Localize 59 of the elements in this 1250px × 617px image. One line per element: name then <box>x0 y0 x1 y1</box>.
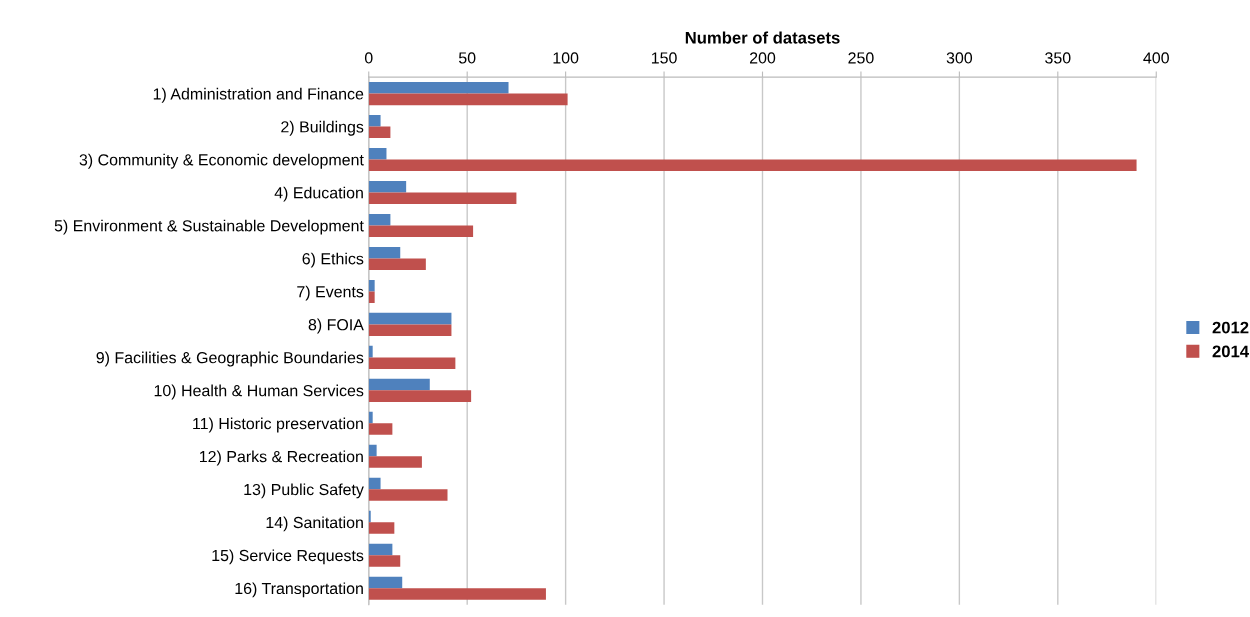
bar <box>368 246 401 259</box>
y-tick-label: 2) Buildings <box>281 120 364 136</box>
bar <box>368 588 546 600</box>
x-tick-label: 300 <box>946 52 973 64</box>
bar <box>368 159 1137 172</box>
y-tick-label: 14) Sanitation <box>266 516 363 532</box>
bar <box>368 390 472 402</box>
x-tick-label: 0 <box>364 52 373 64</box>
bar <box>368 115 381 127</box>
bar <box>368 213 391 226</box>
y-tick-label: 3) Community & Economic development <box>79 153 364 169</box>
bar <box>368 423 393 435</box>
y-tick-label: 8) FOIA <box>308 318 364 334</box>
bar <box>368 378 430 391</box>
bar <box>368 522 395 534</box>
legend-label: 2014 <box>1212 345 1249 358</box>
bar <box>368 279 375 292</box>
x-tick-label: 250 <box>848 52 874 64</box>
x-tick-label: 200 <box>749 52 776 64</box>
x-tick-label: 150 <box>651 52 677 64</box>
y-tick-label: 15) Service Requests <box>212 549 364 565</box>
bar <box>368 225 474 238</box>
bar <box>368 82 509 94</box>
x-tick-label: 400 <box>1143 52 1169 64</box>
bar <box>368 93 568 106</box>
bar <box>368 444 377 457</box>
legend-label: 2012 <box>1212 321 1249 334</box>
bar <box>368 576 403 589</box>
x-axis-title: Number of datasets <box>685 31 840 44</box>
bar <box>368 291 375 303</box>
bar <box>368 345 373 358</box>
y-tick-label: 16) Transportation <box>235 582 363 598</box>
y-tick-label: 6) Ethics <box>302 252 364 268</box>
y-tick-label: 12) Parks & Recreation <box>200 450 363 466</box>
y-tick-label: 11) Historic preservation <box>193 417 363 433</box>
bar <box>368 148 387 160</box>
x-tick-label: 350 <box>1045 52 1071 64</box>
bar <box>368 192 517 205</box>
bar <box>368 357 456 369</box>
bar <box>368 555 401 567</box>
y-tick-label: 10) Health & Human Services <box>154 384 364 400</box>
bar <box>368 456 422 468</box>
bar <box>368 258 426 270</box>
bar <box>368 411 373 424</box>
y-tick-label: 1) Administration and Finance <box>153 87 364 103</box>
y-tick-label: 13) Public Safety <box>244 483 364 499</box>
bar <box>368 324 452 336</box>
bar <box>368 312 452 325</box>
bar <box>368 126 391 139</box>
bar <box>368 180 407 193</box>
bar <box>368 543 393 556</box>
x-tick-label: 50 <box>458 52 476 64</box>
x-tick-label: 100 <box>553 52 579 64</box>
y-tick-label: 9) Facilities & Geographic Boundaries <box>96 351 364 367</box>
y-tick-label: 4) Education <box>274 186 363 202</box>
bar <box>368 477 381 490</box>
y-tick-label: 5) Environment & Sustainable Development <box>54 219 364 235</box>
bar <box>368 489 448 501</box>
y-tick-label: 7) Events <box>297 285 364 301</box>
